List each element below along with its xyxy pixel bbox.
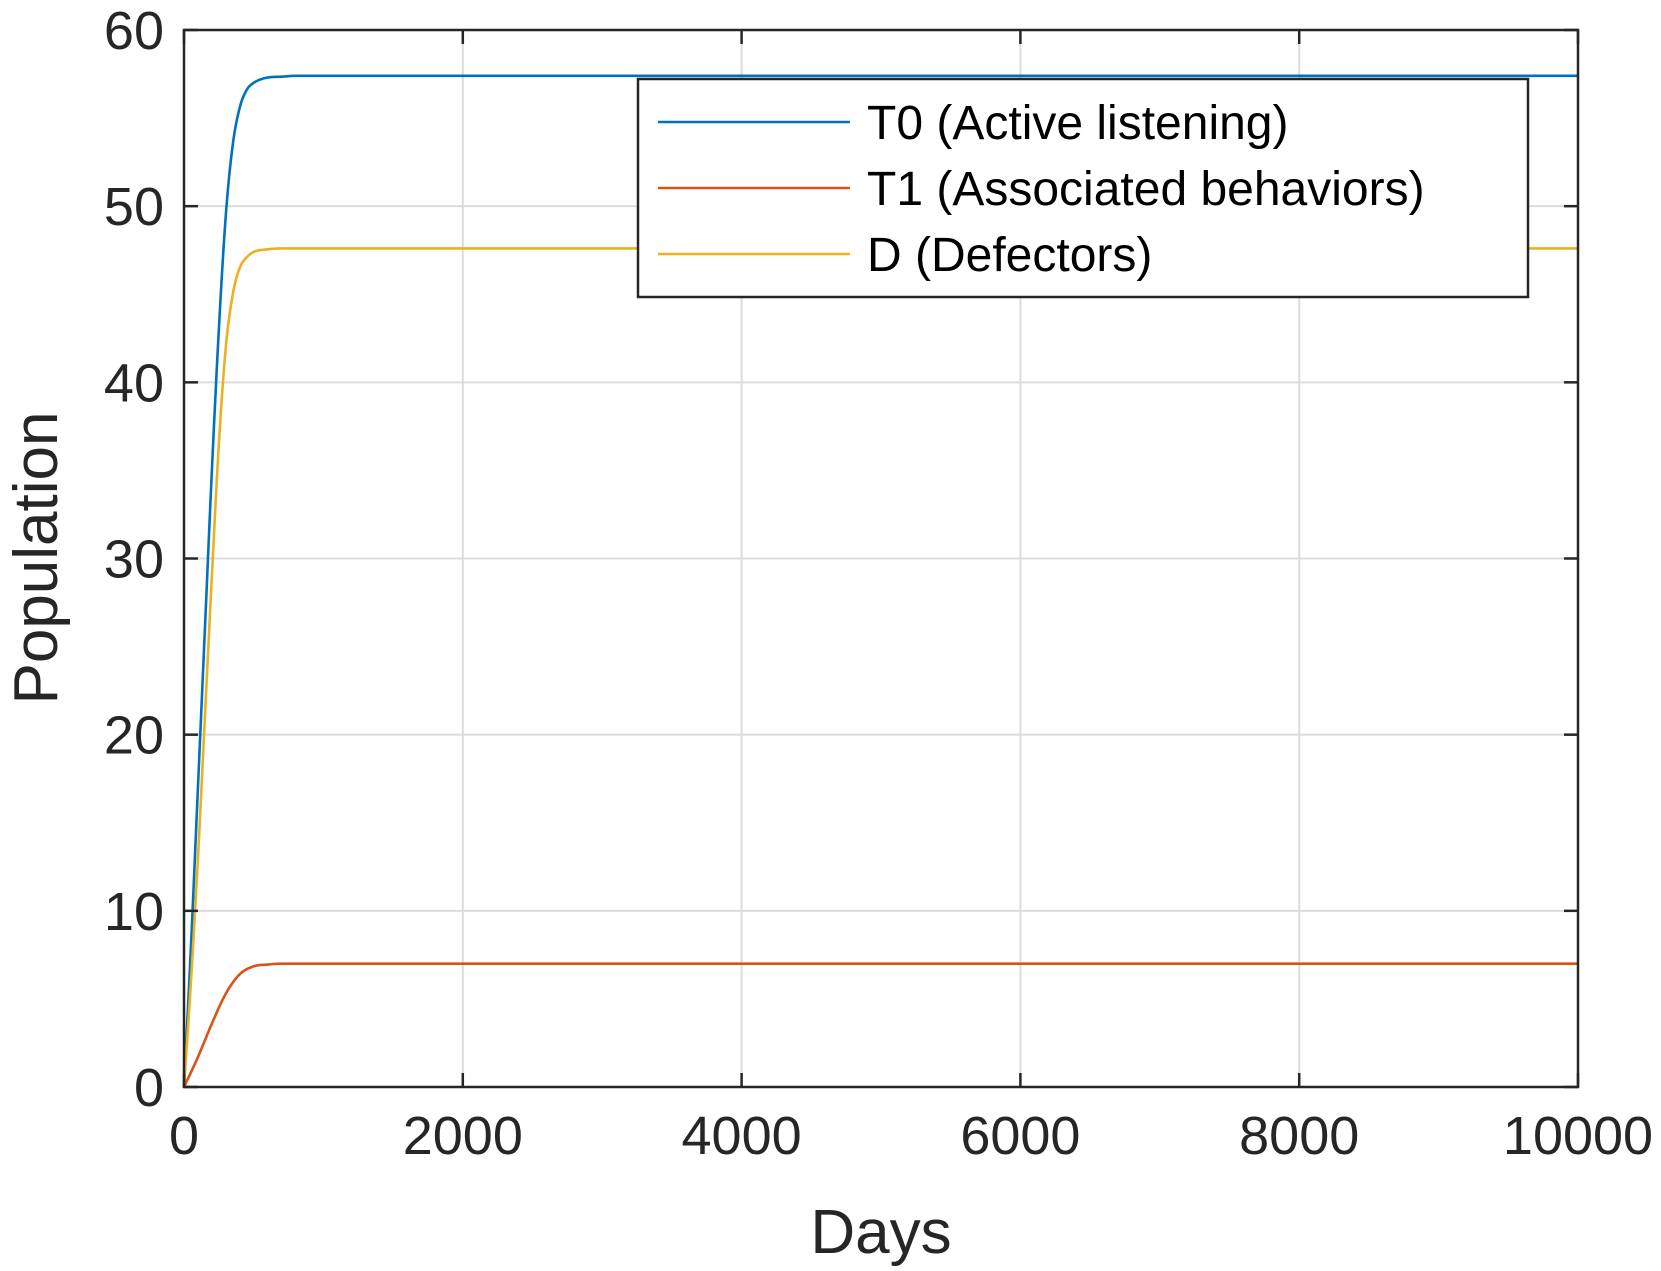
legend-label-t1: T1 (Associated behaviors)	[867, 163, 1425, 216]
series-line-t1	[182, 962, 1578, 1088]
x-tick-label: 6000	[960, 1106, 1080, 1166]
y-tick-labels: 0 10 20 30 40 50 60	[104, 1, 164, 1118]
x-tick-label: 2000	[403, 1106, 523, 1166]
y-tick-label: 0	[134, 1058, 164, 1118]
y-tick-label: 20	[104, 706, 164, 766]
y-tick-label: 30	[104, 530, 164, 590]
x-tick-label: 8000	[1239, 1106, 1359, 1166]
y-tick-label: 50	[104, 177, 164, 237]
legend-label-t0: T0 (Active listening)	[867, 97, 1288, 150]
y-tick-label: 60	[104, 1, 164, 61]
y-tick-label: 40	[104, 353, 164, 413]
x-tick-label: 0	[169, 1106, 199, 1166]
legend-label-d: D (Defectors)	[867, 229, 1152, 282]
x-tick-labels: 0 2000 4000 6000 8000 10000	[169, 1106, 1653, 1166]
x-tick-label: 10000	[1503, 1106, 1653, 1166]
tick-marks	[182, 28, 1580, 1089]
series-line-t0	[182, 74, 1578, 1088]
y-tick-label: 10	[104, 882, 164, 942]
x-axis-label: Days	[810, 1198, 951, 1267]
y-axis-label: Population	[2, 411, 71, 704]
x-tick-label: 4000	[682, 1106, 802, 1166]
legend: T0 (Active listening) T1 (Associated beh…	[636, 77, 1530, 299]
